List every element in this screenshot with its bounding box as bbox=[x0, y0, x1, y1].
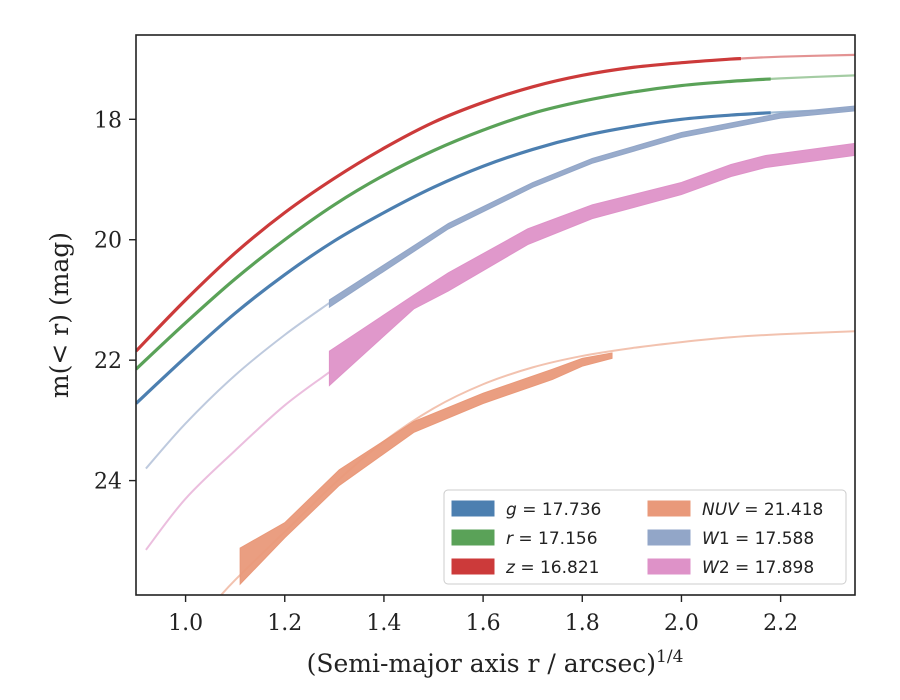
legend-item-g: g = 17.736 bbox=[451, 500, 601, 520]
series-g bbox=[136, 107, 855, 405]
legend-item-r: r = 17.156 bbox=[451, 529, 598, 549]
legend-item-NUV: NUV = 21.418 bbox=[647, 500, 823, 520]
legend-label: NUV = 21.418 bbox=[702, 500, 823, 520]
series-W1-model-line bbox=[145, 302, 330, 470]
legend-swatch bbox=[451, 558, 495, 575]
series-r-line bbox=[136, 77, 771, 371]
series-NUV bbox=[219, 330, 855, 595]
y-axis: 18 20 22 24 bbox=[94, 108, 136, 495]
legend-item-z: z = 16.821 bbox=[451, 558, 599, 578]
legend-label: z = 16.821 bbox=[505, 558, 599, 578]
y-tick-label: 18 bbox=[94, 108, 122, 133]
x-axis-label: (Semi-major axis r / arcsec)1/4 bbox=[307, 647, 684, 678]
series-W1 bbox=[145, 105, 855, 470]
legend: g = 17.736 r = 17.156 z = 16.821 NUV = 21.4… bbox=[443, 489, 847, 585]
legend-item-W1: W1 = 17.588 bbox=[647, 529, 814, 549]
series-W2-model-line bbox=[145, 371, 330, 551]
x-tick-label: 1.6 bbox=[466, 611, 501, 636]
y-tick-label: 20 bbox=[94, 229, 122, 254]
series-W1-band bbox=[328, 105, 855, 309]
legend-label: W2 = 17.898 bbox=[702, 558, 814, 578]
legend-swatch bbox=[647, 500, 691, 517]
x-tick-label: 2.0 bbox=[664, 611, 699, 636]
plot-frame bbox=[135, 34, 856, 596]
x-axis: 1.0 1.2 1.4 1.6 1.8 2.0 2.2 bbox=[168, 595, 798, 636]
series-NUV-band bbox=[239, 352, 613, 586]
x-tick-label: 1.0 bbox=[168, 611, 203, 636]
series-W2 bbox=[145, 142, 855, 551]
series-z bbox=[136, 53, 855, 353]
series-NUV-model-line bbox=[219, 330, 855, 595]
legend-label: W1 = 17.588 bbox=[702, 529, 814, 549]
series-g-line bbox=[136, 111, 771, 405]
legend-swatch bbox=[647, 558, 691, 575]
series-layer bbox=[136, 53, 855, 595]
legend-swatch bbox=[647, 529, 691, 546]
legend-swatch bbox=[451, 500, 495, 517]
y-tick-label: 24 bbox=[94, 470, 122, 495]
x-tick-label: 1.8 bbox=[565, 611, 600, 636]
y-axis-label: m(< r) (mag) bbox=[45, 232, 74, 398]
series-r bbox=[136, 74, 855, 371]
series-W2-band bbox=[328, 142, 855, 387]
x-tick-label: 2.2 bbox=[763, 611, 798, 636]
x-tick-label: 1.4 bbox=[366, 611, 401, 636]
legend-swatch bbox=[451, 529, 495, 546]
legend-frame bbox=[443, 489, 847, 585]
series-z-line bbox=[136, 57, 742, 353]
legend-label: g = 17.736 bbox=[506, 500, 601, 520]
x-tick-label: 1.2 bbox=[267, 611, 302, 636]
y-tick-label: 22 bbox=[94, 349, 122, 374]
legend-label: r = 17.156 bbox=[506, 529, 598, 549]
legend-item-W2: W2 = 17.898 bbox=[647, 558, 814, 578]
